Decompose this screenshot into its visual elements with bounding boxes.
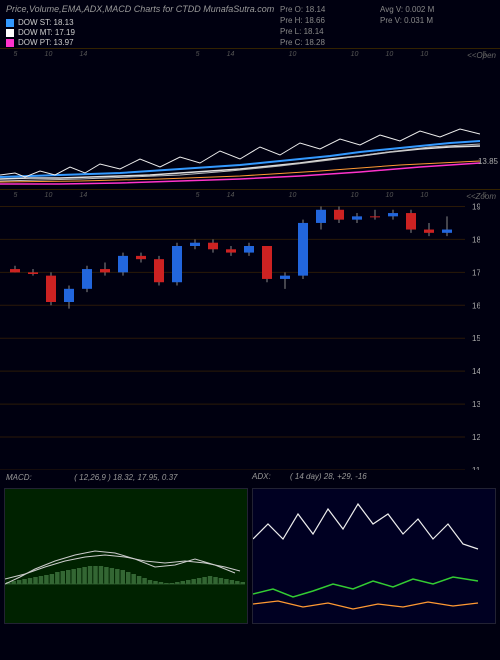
adx-chart (253, 489, 493, 619)
svg-text:15: 15 (472, 334, 480, 343)
adx-params: ( 14 day) 28, +29, -16 (290, 472, 367, 481)
svg-text:18: 18 (472, 235, 480, 244)
ema-panel: <<Open 13.85 51014514101010105 (0, 48, 500, 189)
svg-text:17: 17 (472, 268, 480, 277)
macd-title: MACD: (6, 473, 32, 482)
macd-chart (5, 489, 245, 619)
svg-text:19: 19 (472, 202, 480, 211)
ohlc-stats: Pre O: 18.14Pre H: 18.66Pre L: 18.14Pre … (280, 4, 325, 48)
svg-text:14: 14 (472, 367, 480, 376)
svg-text:16: 16 (472, 301, 480, 310)
chart-header: Price,Volume,EMA,ADX,MACD Charts for CTD… (0, 0, 500, 48)
svg-text:13: 13 (472, 400, 480, 409)
legend-item: DOW PT: 13.97 (6, 38, 494, 47)
price-axis-label: 13.85 (478, 157, 498, 166)
candlestick-panel: <<Zoom 191817161514131211 51014514101010… (0, 189, 500, 470)
time-ticks-top: 51014514101010105 (0, 51, 500, 58)
legend-item: DOW MT: 17.19 (6, 28, 494, 37)
adx-panel (252, 488, 496, 624)
svg-text:12: 12 (472, 433, 480, 442)
macd-panel (4, 488, 248, 624)
adx-title: ADX: (252, 472, 271, 481)
candlestick-chart: 191817161514131211 (0, 190, 480, 470)
volume-stats: Avg V: 0.002 MPre V: 0.031 M (380, 4, 434, 26)
indicator-row (0, 486, 500, 626)
ema-chart (0, 49, 480, 189)
time-ticks-candle: 51014514101010105 (0, 192, 500, 199)
macd-params: ( 12,26,9 ) 18.32, 17.95, 0.37 (74, 473, 177, 482)
